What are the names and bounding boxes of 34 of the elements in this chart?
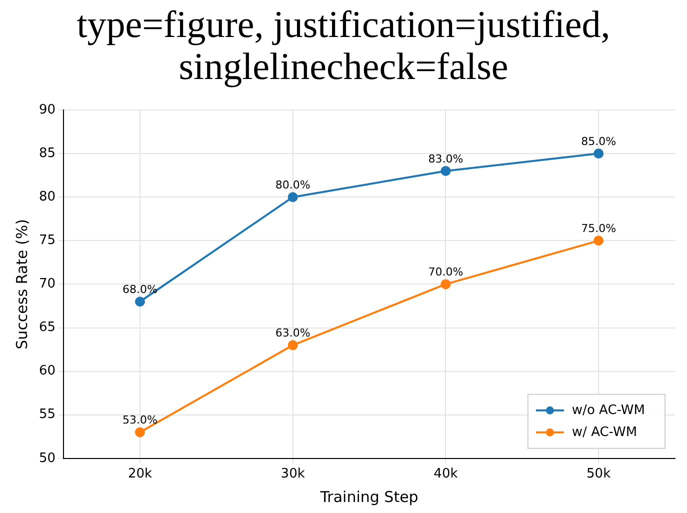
point [594,148,604,159]
data-label: 68.0% [122,282,158,296]
x-tick-label: 50k [586,466,612,482]
data-label: 63.0% [275,326,310,340]
point [594,236,604,246]
x-tick-label: 40k [434,466,458,482]
point [288,192,298,202]
data-label: 53.0% [122,414,158,427]
point [134,296,145,307]
point [288,340,298,350]
x-axis-title: Training Step [319,488,418,506]
y-tick-label: 85 [38,146,56,161]
point [134,427,145,438]
data-label: 80.0% [275,178,310,192]
y-axis-title: Success Rate (%) [12,219,31,350]
legend-label: w/ AC-WM [572,424,638,440]
y-tick-label: 80 [38,189,56,204]
point [440,166,451,176]
y-tick-label: 60 [38,364,56,379]
legend-label: w/o AC-WM [572,402,646,418]
data-label: 85.0% [581,134,616,148]
y-tick-label: 70 [38,276,56,292]
data-label: 70.0% [428,266,464,279]
x-tick-label: 20k [128,466,152,482]
y-tick-label: 65 [38,320,56,336]
point [440,279,451,290]
y-tick-label: 75 [38,233,56,248]
data-label: 75.0% [581,222,616,236]
data-label: 83.0% [428,152,464,166]
y-tick-label: 90 [38,102,56,118]
x-tick-label: 30k [280,466,306,482]
chart-title: type=figure, justification=justified, singlelinecheck=false [76,3,612,90]
y-tick-label: 50 [38,450,56,466]
y-tick-label: 55 [38,407,56,422]
